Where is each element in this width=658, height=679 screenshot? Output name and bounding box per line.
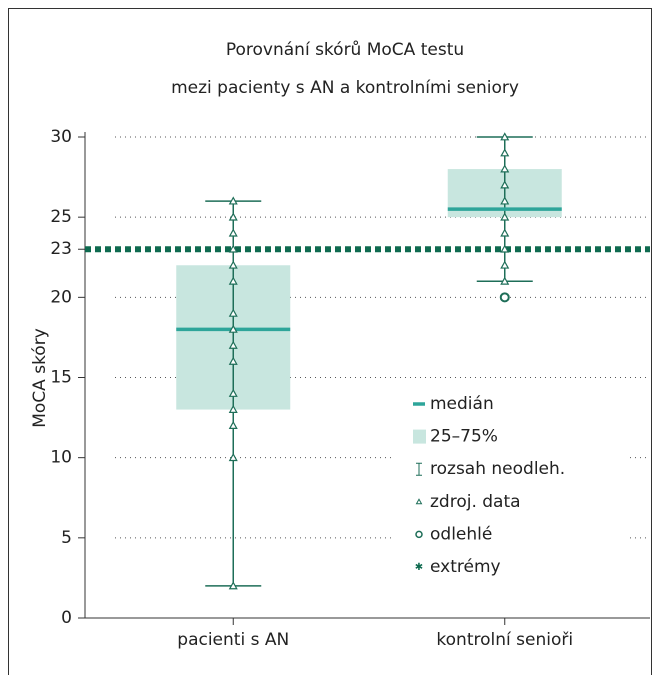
data-point bbox=[228, 404, 238, 413]
data-point bbox=[500, 148, 510, 157]
data-point bbox=[228, 228, 238, 237]
y-tick-label: 15 bbox=[50, 368, 72, 388]
data-point bbox=[228, 244, 238, 253]
data-point bbox=[228, 260, 238, 269]
legend-symbol bbox=[415, 530, 423, 539]
data-point bbox=[500, 212, 510, 221]
data-point bbox=[228, 324, 238, 333]
data-point bbox=[500, 244, 510, 253]
y-tick-label: 20 bbox=[50, 287, 72, 307]
data-point bbox=[500, 276, 510, 285]
outlier bbox=[499, 292, 510, 303]
x-tick-label: kontrolní senioři bbox=[436, 630, 573, 650]
data-point bbox=[500, 260, 510, 269]
data-point bbox=[500, 132, 510, 141]
legend-symbol bbox=[413, 429, 426, 444]
data-point bbox=[228, 340, 238, 349]
data-point bbox=[228, 388, 238, 397]
legend-label: zdroj. data bbox=[430, 492, 521, 512]
y-tick-label: 25 bbox=[50, 207, 72, 227]
x-tick-label: pacienti s AN bbox=[177, 630, 289, 650]
legend-label: odlehlé bbox=[430, 524, 492, 544]
y-axis-label: MoCA skóry bbox=[30, 328, 50, 428]
legend-label: 25–75% bbox=[430, 427, 498, 447]
legend-label: extrémy bbox=[430, 557, 501, 577]
legend-symbol: ✱ bbox=[415, 562, 423, 573]
data-point bbox=[228, 196, 238, 205]
data-point bbox=[500, 164, 510, 173]
y-tick-label: 10 bbox=[50, 448, 72, 468]
frame bbox=[8, 8, 652, 679]
data-point bbox=[228, 276, 238, 285]
y-tick-label: 0 bbox=[61, 608, 72, 628]
legend-symbol bbox=[416, 462, 422, 476]
y-tick-label: 30 bbox=[50, 127, 72, 147]
chart-title: Porovnání skórů MoCA testu bbox=[226, 40, 464, 60]
data-point bbox=[228, 420, 238, 429]
data-point bbox=[500, 196, 510, 205]
legend-label: medián bbox=[430, 394, 494, 414]
legend-symbol bbox=[415, 498, 423, 505]
y-tick-label: 5 bbox=[61, 528, 72, 548]
data-point bbox=[228, 212, 238, 221]
chart-title: mezi pacienty s AN a kontrolními seniory bbox=[171, 78, 519, 98]
data-point bbox=[228, 452, 238, 462]
data-point bbox=[228, 581, 238, 590]
data-point bbox=[228, 308, 238, 317]
data-point bbox=[500, 180, 510, 189]
legend-label: rozsah neodleh. bbox=[430, 459, 565, 479]
data-point bbox=[228, 356, 238, 365]
data-point bbox=[500, 228, 510, 237]
legend-background bbox=[395, 393, 630, 591]
y-tick-label: 23 bbox=[50, 239, 72, 259]
